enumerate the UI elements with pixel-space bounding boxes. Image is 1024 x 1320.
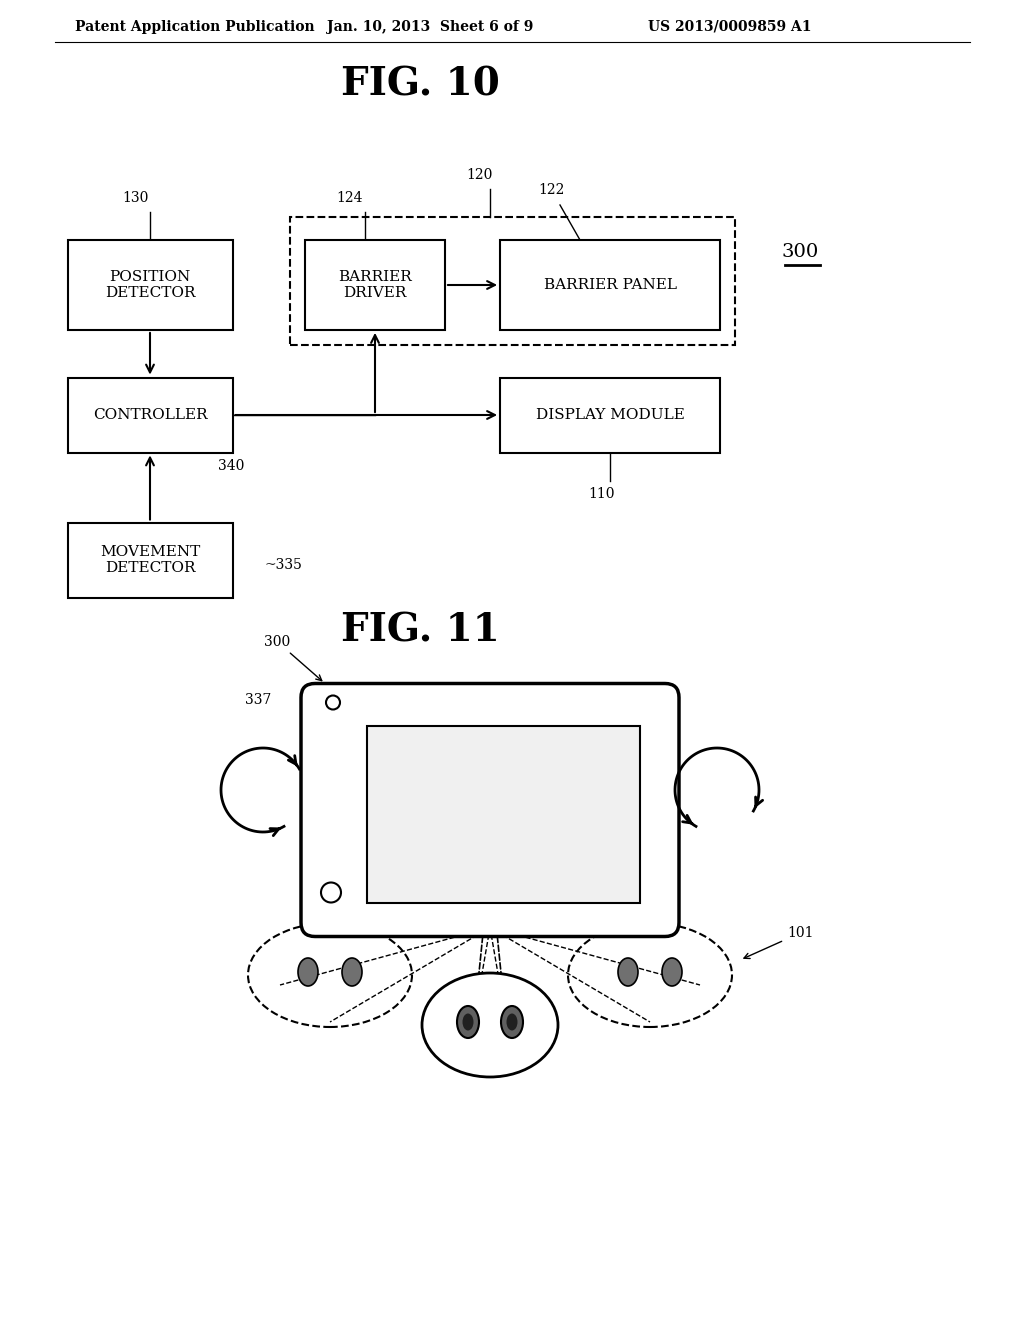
Text: 101: 101 <box>744 927 813 958</box>
Text: 124: 124 <box>337 191 364 205</box>
Text: 130: 130 <box>122 191 148 205</box>
Bar <box>68 240 232 330</box>
FancyBboxPatch shape <box>301 684 679 936</box>
Ellipse shape <box>618 958 638 986</box>
Text: CONTROLLER: CONTROLLER <box>93 408 207 422</box>
Ellipse shape <box>422 973 558 1077</box>
Text: FIG. 11: FIG. 11 <box>341 611 500 649</box>
Ellipse shape <box>463 1014 473 1031</box>
Text: US 2013/0009859 A1: US 2013/0009859 A1 <box>648 20 812 34</box>
Bar <box>305 240 445 330</box>
Text: 120: 120 <box>467 168 494 182</box>
Bar <box>367 726 640 903</box>
Text: 300: 300 <box>781 243 818 261</box>
Bar <box>500 240 720 330</box>
Ellipse shape <box>507 1014 517 1031</box>
Text: DISPLAY MODULE: DISPLAY MODULE <box>536 408 684 422</box>
Bar <box>500 378 720 453</box>
Text: Patent Application Publication: Patent Application Publication <box>75 20 314 34</box>
Ellipse shape <box>662 958 682 986</box>
Text: 337: 337 <box>245 693 271 708</box>
Text: 300: 300 <box>264 635 322 681</box>
Bar <box>68 523 232 598</box>
Bar <box>290 216 735 345</box>
Text: 340: 340 <box>218 459 245 474</box>
Ellipse shape <box>342 958 362 986</box>
Text: FIG. 10: FIG. 10 <box>341 66 500 104</box>
Text: MOVEMENT
DETECTOR: MOVEMENT DETECTOR <box>100 545 200 576</box>
Ellipse shape <box>457 1006 479 1038</box>
Text: BARRIER PANEL: BARRIER PANEL <box>544 279 677 292</box>
Text: 122: 122 <box>539 183 565 197</box>
Text: ~335: ~335 <box>264 558 302 572</box>
Ellipse shape <box>298 958 318 986</box>
Bar <box>68 378 232 453</box>
Text: 110: 110 <box>589 487 615 502</box>
Ellipse shape <box>501 1006 523 1038</box>
Text: POSITION
DETECTOR: POSITION DETECTOR <box>104 269 196 300</box>
Text: BARRIER
DRIVER: BARRIER DRIVER <box>338 269 412 300</box>
Text: Jan. 10, 2013  Sheet 6 of 9: Jan. 10, 2013 Sheet 6 of 9 <box>327 20 534 34</box>
